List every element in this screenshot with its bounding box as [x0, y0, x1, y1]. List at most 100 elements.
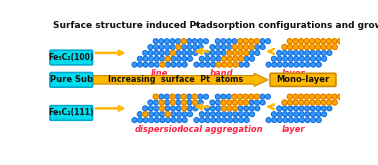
Circle shape: [170, 94, 175, 99]
Circle shape: [194, 118, 199, 122]
Circle shape: [227, 56, 232, 61]
Circle shape: [243, 50, 249, 55]
Circle shape: [187, 100, 192, 105]
Circle shape: [238, 106, 243, 111]
Circle shape: [210, 50, 215, 55]
Circle shape: [198, 45, 203, 50]
Circle shape: [255, 45, 259, 50]
Circle shape: [165, 112, 170, 117]
Circle shape: [171, 112, 176, 117]
Circle shape: [244, 106, 249, 111]
Circle shape: [226, 100, 232, 105]
Circle shape: [255, 106, 260, 111]
Circle shape: [321, 100, 326, 105]
Circle shape: [260, 100, 265, 105]
Circle shape: [277, 56, 282, 61]
Circle shape: [164, 94, 169, 99]
Text: n: n: [195, 22, 199, 28]
Circle shape: [176, 94, 180, 99]
Circle shape: [277, 50, 282, 55]
Circle shape: [215, 39, 220, 44]
Circle shape: [277, 62, 282, 67]
Circle shape: [215, 45, 220, 50]
Circle shape: [266, 62, 271, 67]
Circle shape: [177, 62, 181, 67]
Circle shape: [282, 50, 287, 55]
Circle shape: [221, 106, 226, 111]
Circle shape: [187, 56, 192, 61]
Circle shape: [255, 50, 260, 55]
Circle shape: [299, 106, 304, 111]
Circle shape: [211, 118, 216, 122]
Text: line: line: [151, 69, 168, 78]
Circle shape: [327, 45, 332, 50]
Circle shape: [326, 94, 332, 99]
Circle shape: [153, 45, 158, 50]
Circle shape: [316, 106, 321, 111]
Circle shape: [148, 106, 153, 111]
Circle shape: [277, 106, 282, 111]
Circle shape: [215, 94, 220, 99]
Circle shape: [293, 100, 298, 105]
Circle shape: [148, 100, 153, 105]
Circle shape: [254, 94, 259, 99]
Circle shape: [249, 94, 254, 99]
Circle shape: [321, 94, 326, 99]
Circle shape: [315, 100, 321, 105]
Circle shape: [132, 118, 137, 122]
Circle shape: [170, 39, 175, 44]
Text: dispersion: dispersion: [135, 125, 184, 133]
Circle shape: [265, 94, 270, 99]
Circle shape: [211, 56, 215, 61]
Circle shape: [143, 112, 148, 117]
Circle shape: [243, 45, 248, 50]
Circle shape: [239, 112, 243, 117]
Circle shape: [177, 118, 181, 122]
Circle shape: [160, 62, 165, 67]
Circle shape: [299, 100, 304, 105]
Circle shape: [233, 56, 238, 61]
Circle shape: [181, 94, 186, 99]
Circle shape: [271, 56, 276, 61]
Circle shape: [166, 118, 170, 122]
Circle shape: [244, 118, 249, 122]
Text: layer: layer: [282, 69, 305, 78]
Circle shape: [160, 50, 164, 55]
Circle shape: [288, 112, 293, 117]
Circle shape: [165, 106, 170, 111]
Circle shape: [283, 56, 287, 61]
Circle shape: [304, 45, 309, 50]
Circle shape: [176, 106, 181, 111]
Circle shape: [182, 50, 187, 55]
Circle shape: [298, 94, 304, 99]
Circle shape: [239, 118, 243, 122]
Circle shape: [287, 94, 292, 99]
Circle shape: [216, 56, 221, 61]
Circle shape: [293, 39, 298, 44]
Circle shape: [154, 112, 159, 117]
Circle shape: [210, 106, 215, 111]
Circle shape: [153, 39, 158, 44]
Circle shape: [294, 112, 299, 117]
Circle shape: [203, 39, 208, 44]
Circle shape: [211, 62, 216, 67]
Circle shape: [249, 56, 254, 61]
Circle shape: [232, 94, 237, 99]
Circle shape: [171, 56, 176, 61]
Circle shape: [294, 106, 298, 111]
Text: Mono-layer: Mono-layer: [276, 75, 330, 84]
Text: band: band: [210, 69, 234, 78]
Circle shape: [300, 62, 304, 67]
Circle shape: [153, 100, 158, 105]
Circle shape: [181, 106, 187, 111]
Circle shape: [222, 56, 227, 61]
Circle shape: [216, 62, 222, 67]
Circle shape: [310, 106, 315, 111]
Circle shape: [211, 112, 215, 117]
Circle shape: [332, 100, 337, 105]
Circle shape: [198, 39, 203, 44]
Circle shape: [165, 56, 170, 61]
Circle shape: [155, 118, 159, 122]
Circle shape: [138, 56, 142, 61]
Circle shape: [148, 45, 153, 50]
